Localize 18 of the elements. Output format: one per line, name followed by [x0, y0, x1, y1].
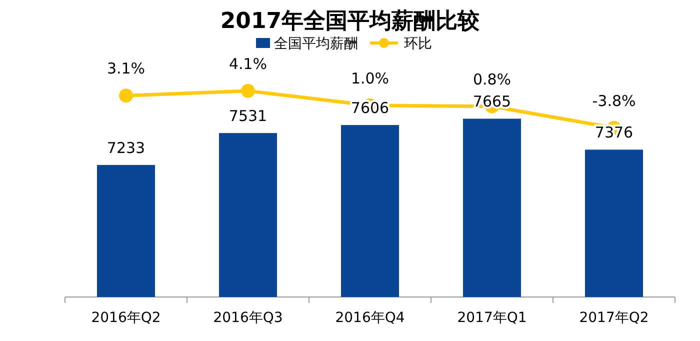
legend-label: 环比 — [404, 36, 432, 52]
data-label: 4.1% — [228, 54, 268, 73]
chart-title: 2017年全国平均薪酬比较 — [220, 9, 481, 34]
x-tick-label: 2017年Q2 — [579, 310, 649, 326]
data-label: 7233 — [106, 138, 146, 157]
x-tick-label: 2016年Q2 — [91, 310, 161, 326]
data-label: -3.8% — [592, 92, 636, 110]
point — [241, 84, 255, 98]
data-label: 1.0% — [350, 69, 390, 88]
data-label: 3.1% — [106, 60, 146, 78]
x-tick-label: 2017年Q1 — [457, 310, 527, 326]
x-tick-label: 2016年Q4 — [335, 310, 405, 326]
x-tick-label: 2016年Q3 — [213, 310, 283, 326]
data-label: 7376 — [594, 124, 634, 142]
data-label: 0.8% — [472, 70, 512, 88]
point — [119, 88, 133, 103]
legend-label: 全国平均薪酬 — [274, 36, 358, 52]
data-label: 7531 — [228, 107, 268, 126]
